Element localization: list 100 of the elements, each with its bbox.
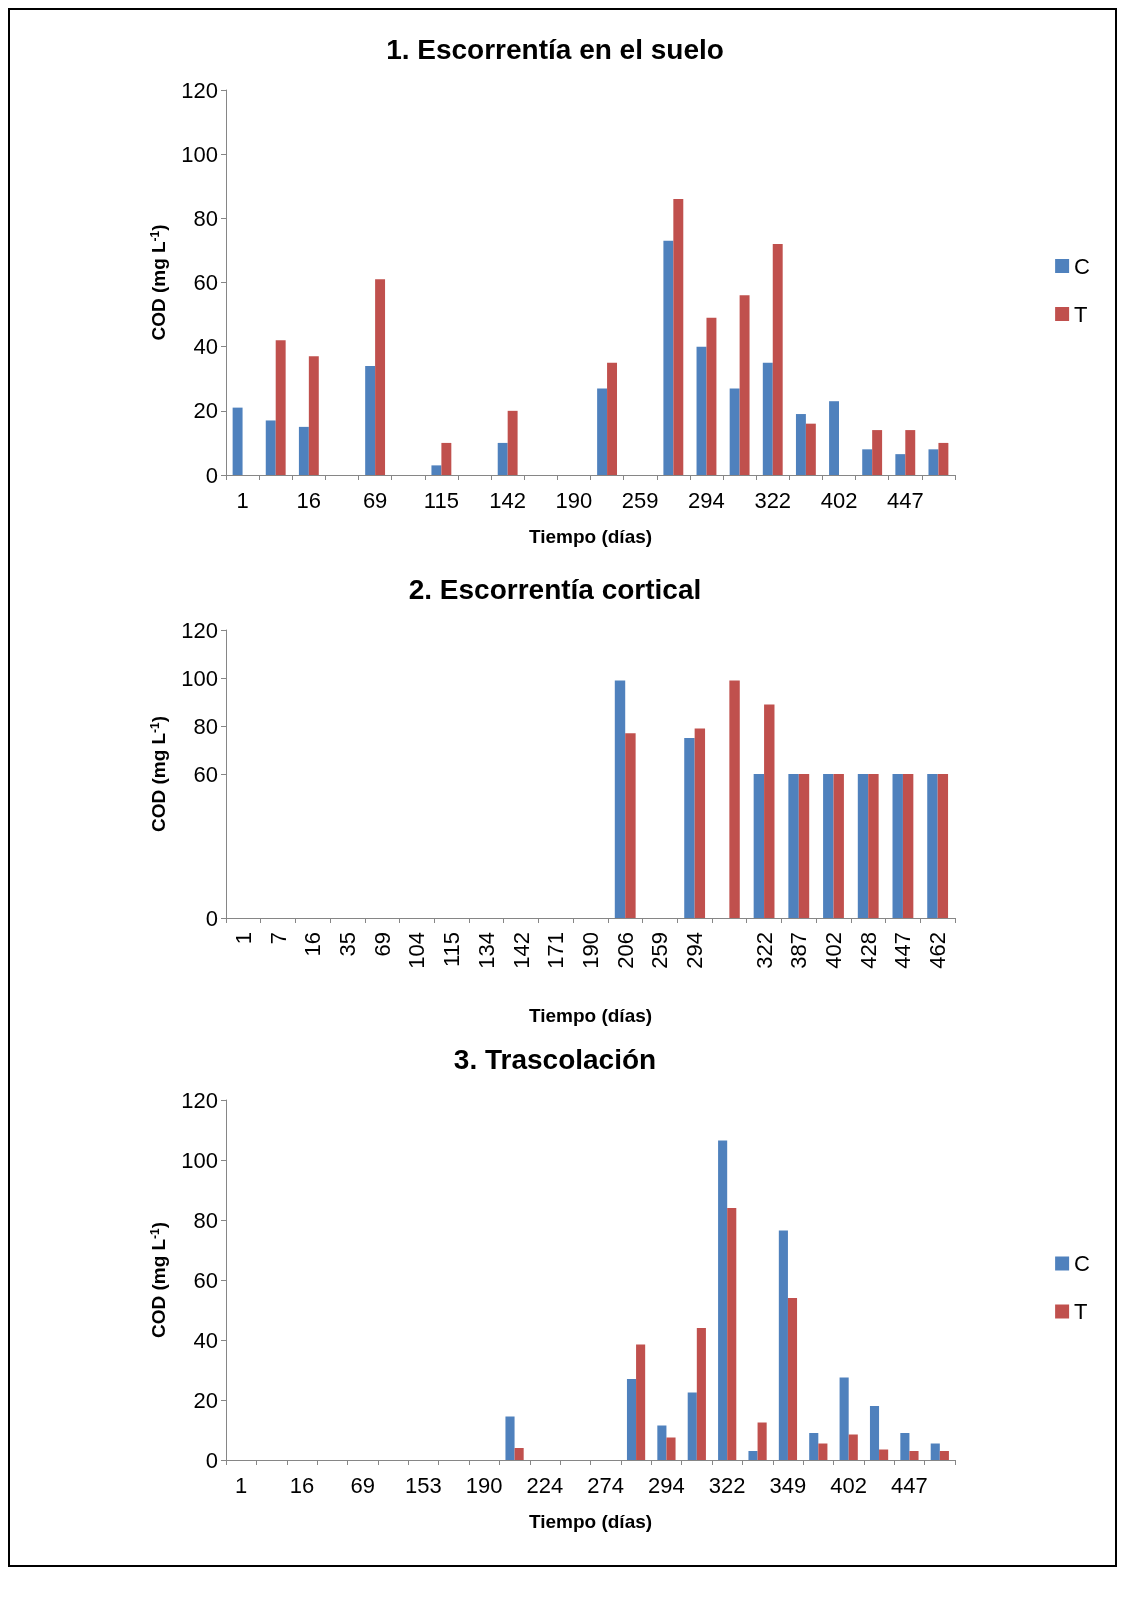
x-tick-label: 190 <box>465 1472 503 1498</box>
y-tick-label: 100 <box>181 141 218 167</box>
chart-title: 3. Trascolación <box>453 1043 657 1075</box>
bar <box>798 774 810 918</box>
bar <box>938 442 949 475</box>
bar <box>892 774 903 918</box>
x-tick-label: 447 <box>886 487 924 513</box>
bar <box>666 1437 676 1460</box>
x-tick-label: 16 <box>296 487 322 513</box>
bar <box>787 1298 798 1460</box>
bar <box>872 430 883 475</box>
bar <box>739 295 750 475</box>
y-tick-label: 100 <box>181 665 218 691</box>
bar <box>905 430 916 475</box>
y-tick-label: 60 <box>193 761 218 787</box>
x-tick-label: 402 <box>830 1472 868 1498</box>
bar <box>909 1451 919 1460</box>
x-tick-label: 115 <box>423 487 459 513</box>
x-tick-label: 259 <box>621 487 659 513</box>
bar <box>900 1433 910 1460</box>
bar <box>839 1377 849 1460</box>
bar <box>663 240 674 475</box>
legend-label: C <box>1074 1251 1091 1276</box>
x-tick-label: 447 <box>890 932 916 969</box>
bar <box>928 449 939 475</box>
y-tick-label: 80 <box>193 1207 218 1233</box>
legend-label: T <box>1074 1299 1088 1324</box>
page-border: COD (mg L-1) Tiempo (días) 0 20 40 60 80 100 120 1 16 69 115 142 190 259 294 322 402 447 C T 1. Escorrentía en el suelo COD (mg L-1) Tiempo (días) 0 60 80 100 120 1 7 16 35 69 104 115 134 142 171 190 206 259 294 322 387 402 428 447 462 2. Escorrentía cortical COD (mg L-1) Tiempo (días) 0 20 40 60 80 100 120 1 16 69 153 190 224 274 294 322 349 402 447 C T 3. Trascolación <box>8 8 1117 1567</box>
x-tick-label: 447 <box>891 1472 928 1498</box>
bar <box>727 1208 737 1460</box>
bar <box>308 356 319 475</box>
bar <box>729 680 740 918</box>
x-axis-title: Tiempo (días) <box>528 1511 653 1532</box>
bar <box>772 244 783 475</box>
x-tick-label: 69 <box>362 487 388 513</box>
x-tick-label: 1 <box>236 487 249 513</box>
y-tick-label: 80 <box>193 713 218 739</box>
bar <box>505 1416 515 1460</box>
y-tick-label: 20 <box>193 398 218 424</box>
y-tick-label: 100 <box>181 1147 218 1173</box>
x-tick-label: 322 <box>708 1472 746 1498</box>
y-tick-label: 0 <box>205 905 218 931</box>
x-axis-title: Tiempo (días) <box>528 1005 653 1026</box>
x-tick-label: 190 <box>555 487 593 513</box>
x-tick-label: 171 <box>543 932 569 969</box>
legend-label: T <box>1074 301 1088 327</box>
bar <box>930 1443 940 1460</box>
bar <box>879 1449 889 1460</box>
y-axis-title: COD (mg L-1) <box>148 715 169 833</box>
bar <box>696 1328 706 1460</box>
x-tick-label: 462 <box>925 932 951 969</box>
bar <box>706 317 717 475</box>
x-tick-label: 294 <box>682 932 708 969</box>
y-tick-label: 80 <box>193 205 218 231</box>
y-tick-label: 120 <box>181 77 218 103</box>
bar <box>868 774 879 918</box>
bar <box>607 362 618 475</box>
bar <box>626 1379 637 1460</box>
chart-title: 1. Escorrentía en el suelo <box>386 33 724 65</box>
x-tick-label: 153 <box>405 1472 442 1498</box>
bar <box>939 1451 949 1460</box>
x-tick-label: 115 <box>439 932 465 968</box>
bar <box>895 454 906 475</box>
x-axis-title: Tiempo (días) <box>528 526 653 547</box>
x-tick-label: 190 <box>578 932 603 969</box>
bar <box>694 728 706 918</box>
bar <box>507 410 518 475</box>
bar <box>298 426 309 475</box>
bar <box>927 774 938 918</box>
bar <box>762 362 773 475</box>
x-tick-label: 294 <box>648 1472 685 1498</box>
bar <box>232 407 243 475</box>
bar <box>857 774 869 918</box>
x-tick-label: 69 <box>369 932 395 957</box>
bar <box>441 442 452 475</box>
x-tick-label: 1 <box>235 1472 248 1498</box>
x-tick-label: 224 <box>526 1472 564 1498</box>
bar <box>937 774 949 918</box>
x-tick-label: 16 <box>289 1472 315 1498</box>
bar <box>764 704 775 918</box>
x-tick-label: 1 <box>230 932 256 945</box>
x-tick-label: 402 <box>821 932 846 969</box>
bar <box>788 774 799 918</box>
bar <box>829 401 840 475</box>
x-tick-label: 274 <box>587 1472 625 1498</box>
x-tick-label: 259 <box>647 932 673 969</box>
bar <box>778 1230 788 1460</box>
chart-title: 2. Escorrentía cortical <box>408 573 702 605</box>
y-tick-label: 0 <box>205 1447 218 1473</box>
bar <box>275 340 286 475</box>
bar <box>431 465 442 475</box>
y-tick-label: 40 <box>193 1327 218 1353</box>
bar <box>869 1406 880 1460</box>
bar <box>718 1140 728 1460</box>
y-tick-label: 120 <box>181 617 218 643</box>
bar <box>265 420 276 475</box>
bar <box>614 680 626 918</box>
x-tick-label: 322 <box>754 487 792 513</box>
x-tick-label: 134 <box>473 932 499 969</box>
y-tick-label: 40 <box>193 334 218 360</box>
